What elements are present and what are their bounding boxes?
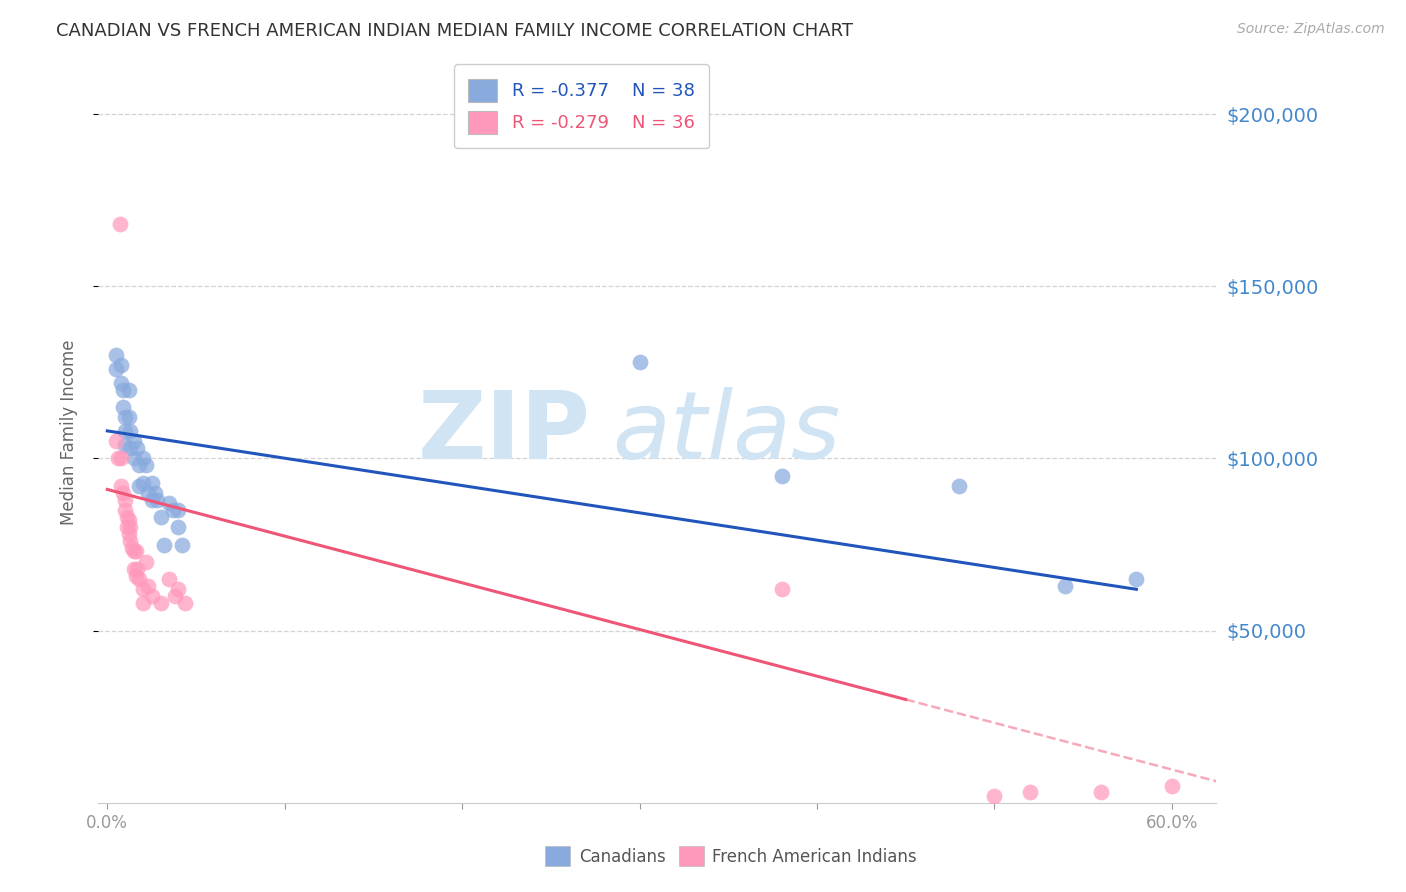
Point [121,541,143,555]
Point [120,520,142,534]
Point [110,376,132,390]
Point [120,441,142,455]
Point [127,561,149,575]
Point [157,572,180,586]
Point [117,410,139,425]
Text: ZIP: ZIP [418,386,591,479]
Point [117,383,139,397]
Point [107,451,129,466]
Point [117,527,139,541]
Point [1018,785,1040,799]
Point [136,486,159,500]
Point [114,410,136,425]
Point [110,451,132,466]
Text: CANADIAN VS FRENCH AMERICAN INDIAN MEDIAN FAMILY INCOME CORRELATION CHART: CANADIAN VS FRENCH AMERICAN INDIAN MEDIA… [56,22,853,40]
Point [122,561,145,575]
Point [1090,785,1112,799]
Point [128,479,150,493]
Point [163,589,186,603]
Point [136,579,159,593]
Point [770,582,793,597]
Text: atlas: atlas [613,387,841,478]
Y-axis label: Median Family Income: Median Family Income [59,340,77,525]
Point [105,362,128,376]
Point [1160,779,1182,793]
Point [117,513,139,527]
Point [114,438,136,452]
Point [132,582,155,597]
Point [114,503,136,517]
Point [125,544,148,558]
Point [167,503,190,517]
Point [141,492,163,507]
Point [120,424,142,438]
Point [128,572,150,586]
Point [114,492,136,507]
Point [167,520,190,534]
Point [149,510,172,524]
Point [157,496,180,510]
Point [141,475,163,490]
Point [120,534,142,549]
Point [108,217,131,231]
Point [770,468,793,483]
Point [174,596,197,610]
Point [153,537,176,551]
Legend: Canadians, French American Indians: Canadians, French American Indians [538,839,924,873]
Point [135,555,157,569]
Point [122,451,145,466]
Point [162,503,184,517]
Legend: R = -0.377    N = 38, R = -0.279    N = 36: R = -0.377 N = 38, R = -0.279 N = 36 [454,64,709,148]
Point [948,479,970,493]
Point [112,383,135,397]
Point [128,458,150,473]
Point [122,434,145,449]
Point [110,479,132,493]
Point [149,596,172,610]
Point [628,355,651,369]
Point [115,520,138,534]
Point [105,348,128,362]
Point [110,359,132,373]
Point [141,589,163,603]
Point [1054,579,1077,593]
Point [170,537,193,551]
Point [132,451,155,466]
Point [105,434,128,449]
Point [143,486,166,500]
Point [132,475,155,490]
Point [1125,572,1147,586]
Point [146,492,169,507]
Point [125,568,148,582]
Point [112,486,135,500]
Point [114,424,136,438]
Point [115,510,138,524]
Point [167,582,190,597]
Point [132,596,155,610]
Text: Source: ZipAtlas.com: Source: ZipAtlas.com [1237,22,1385,37]
Point [112,400,135,414]
Point [983,789,1005,803]
Point [135,458,157,473]
Point [127,441,149,455]
Point [122,544,145,558]
